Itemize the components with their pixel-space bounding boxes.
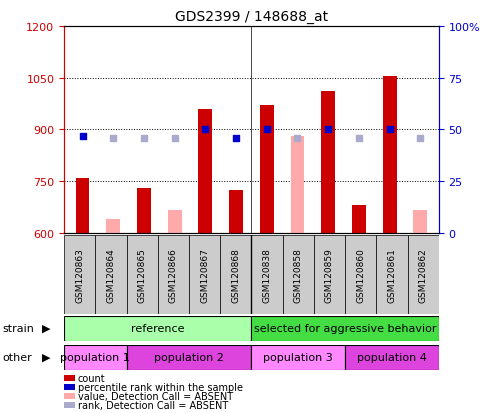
Bar xyxy=(251,235,282,314)
Point xyxy=(202,127,210,133)
Text: population 1: population 1 xyxy=(61,352,130,362)
Bar xyxy=(189,235,220,314)
Point xyxy=(293,135,301,142)
Bar xyxy=(290,137,304,233)
Point xyxy=(171,135,178,142)
Point xyxy=(140,135,148,142)
Bar xyxy=(414,211,427,233)
Point xyxy=(355,135,363,142)
Bar xyxy=(64,235,95,314)
Text: GSM120867: GSM120867 xyxy=(200,247,209,302)
Bar xyxy=(64,345,127,370)
Bar xyxy=(64,316,251,341)
Text: population 2: population 2 xyxy=(154,352,224,362)
Bar xyxy=(229,190,243,233)
Bar xyxy=(321,92,335,233)
Text: ▶: ▶ xyxy=(42,352,50,362)
Bar xyxy=(282,235,314,314)
Text: other: other xyxy=(2,352,32,362)
Text: GSM120862: GSM120862 xyxy=(419,247,427,302)
Text: GSM120866: GSM120866 xyxy=(169,247,178,302)
Bar xyxy=(376,235,408,314)
Bar xyxy=(352,206,366,233)
Bar xyxy=(220,235,251,314)
Bar xyxy=(127,345,251,370)
Bar xyxy=(168,211,181,233)
Point xyxy=(324,127,332,133)
Point xyxy=(263,127,271,133)
Bar xyxy=(345,235,376,314)
Bar xyxy=(199,109,212,233)
Point xyxy=(386,127,393,133)
Bar xyxy=(314,235,345,314)
Title: GDS2399 / 148688_at: GDS2399 / 148688_at xyxy=(175,10,328,24)
Point xyxy=(417,135,424,142)
Text: GSM120858: GSM120858 xyxy=(294,247,303,302)
Text: GSM120861: GSM120861 xyxy=(387,247,396,302)
Bar xyxy=(158,235,189,314)
Text: GSM120865: GSM120865 xyxy=(138,247,146,302)
Bar xyxy=(75,178,89,233)
Bar xyxy=(127,235,158,314)
Text: strain: strain xyxy=(2,323,35,333)
Text: percentile rank within the sample: percentile rank within the sample xyxy=(78,382,243,392)
Bar xyxy=(383,77,396,233)
Text: rank, Detection Call = ABSENT: rank, Detection Call = ABSENT xyxy=(78,400,228,410)
Text: value, Detection Call = ABSENT: value, Detection Call = ABSENT xyxy=(78,391,233,401)
Text: GSM120859: GSM120859 xyxy=(325,247,334,302)
Point xyxy=(232,135,240,142)
Point xyxy=(109,135,117,142)
Bar xyxy=(260,106,274,233)
Bar xyxy=(106,220,120,233)
Text: GSM120864: GSM120864 xyxy=(106,247,115,302)
Bar xyxy=(408,235,439,314)
Bar xyxy=(251,345,345,370)
Text: selected for aggressive behavior: selected for aggressive behavior xyxy=(254,323,436,333)
Point xyxy=(78,133,86,140)
Text: GSM120838: GSM120838 xyxy=(263,247,272,302)
Text: population 3: population 3 xyxy=(263,352,333,362)
Bar xyxy=(251,316,439,341)
Bar xyxy=(137,189,151,233)
Bar xyxy=(345,345,439,370)
Text: count: count xyxy=(78,373,106,383)
Text: GSM120868: GSM120868 xyxy=(231,247,240,302)
Text: ▶: ▶ xyxy=(42,323,50,333)
Text: GSM120860: GSM120860 xyxy=(356,247,365,302)
Text: population 4: population 4 xyxy=(357,352,427,362)
Text: reference: reference xyxy=(131,323,184,333)
Bar xyxy=(95,235,127,314)
Text: GSM120863: GSM120863 xyxy=(75,247,84,302)
